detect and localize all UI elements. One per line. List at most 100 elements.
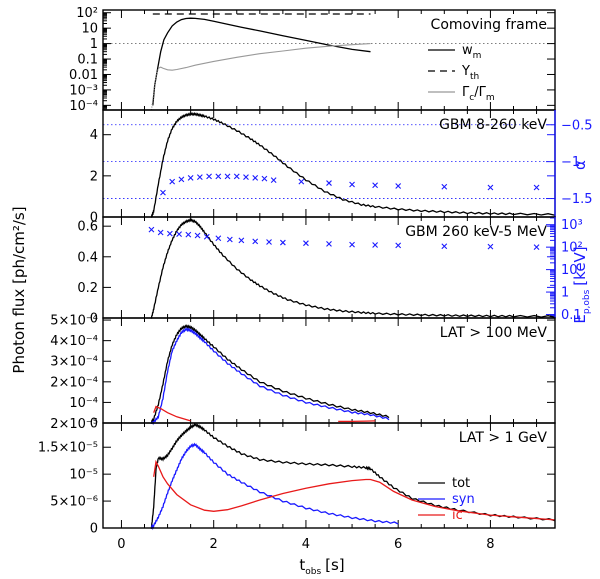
gbm_low-alpha-marker	[349, 181, 355, 188]
gbm_high-E_p,obs-marker	[266, 239, 272, 245]
lat100-series-iclate	[338, 420, 376, 423]
gbm_low-alpha-marker	[206, 173, 212, 180]
comoving-ytick-label: 10⁻³	[69, 83, 98, 98]
lat1-title: LAT > 1 GeV	[459, 430, 548, 446]
x-tick-label: 2	[210, 537, 218, 552]
lat1-ytick-label-top: 2×10⁻⁵	[50, 417, 98, 432]
gbm_low-ytick-label: 4	[90, 128, 98, 143]
gbm_low-alpha-marker	[395, 183, 402, 189]
comoving-ytick-label: 10⁻⁴	[69, 99, 98, 114]
epeak-axis-label: Ep,obs [keV]	[571, 246, 592, 323]
comoving-series-gamma-rise	[150, 68, 159, 111]
lat100-title: LAT > 100 MeV	[440, 325, 548, 341]
gbm_low-alpha-marker	[533, 184, 540, 191]
gbm_high-E_p,obs-marker	[326, 240, 332, 247]
x-axis-label-main: t	[299, 556, 305, 574]
gbm_high-E_p,obs-marker	[441, 243, 448, 250]
gbm_high-E_p,obs-marker	[279, 239, 286, 246]
gbm_low-alpha-marker	[233, 173, 240, 180]
legend-tot-label: tot	[452, 476, 470, 491]
lat1-series-syn	[150, 442, 399, 531]
comoving-series-gamma	[158, 43, 371, 71]
gbm_high-ytick-label: 0	[90, 312, 98, 327]
y-axis-label: Photon flux [ph/cm²/s]	[10, 206, 28, 373]
gbm_high-E_p,obs-marker	[226, 236, 233, 243]
comoving-ytick-label: 1	[90, 37, 98, 52]
gbm_low-right-tick-label: −0.5	[561, 118, 593, 133]
gbm_high-E_p,obs-marker	[252, 238, 259, 245]
legend-ic-label: ic	[452, 508, 463, 523]
gbm_low-alpha-marker	[261, 175, 268, 182]
gbm_low-ytick-label: 0	[90, 211, 98, 226]
panel-lat1: 0 5×10⁻⁶ 10⁻⁵ 1.5×10⁻⁵ 2×10⁻⁵ LAT > 1 GeV	[38, 417, 556, 537]
gbm_high-E_p,obs-marker	[395, 242, 402, 249]
gbm_high-right-tick-label: 10²	[561, 241, 583, 256]
lat1-series-ic	[153, 459, 556, 521]
lat100-ytick-label: 5×10⁻⁴	[50, 314, 98, 329]
lat100-series-syn	[150, 327, 390, 426]
legend-gamma-label: Γc/Γm	[462, 85, 495, 103]
legend-syn-label: syn	[452, 492, 475, 507]
gbm_low-alpha-marker	[178, 176, 185, 183]
gbm_low-alpha-marker	[270, 177, 277, 183]
gbm_low-alpha-marker	[215, 173, 222, 180]
gbm_high-E_p,obs-marker	[185, 231, 192, 238]
panel-gbm_low: 0 2 4 −0.5 −1 −1.5 GBM 8-260 keV	[90, 109, 593, 226]
gbm_low-right-tick-label: −1	[561, 155, 580, 170]
lat1-legend: tot syn ic	[418, 476, 475, 523]
gbm_high-right-tick-label: 10³	[561, 218, 583, 233]
gbm_high-right-tick-label: 1	[561, 286, 569, 301]
gbm_high-E_p,obs-marker	[303, 240, 309, 247]
gbm_high-E_p,obs-marker	[487, 243, 494, 250]
gbm_low-alpha-marker	[224, 173, 231, 180]
gbm_high-right-tick-label: 0.1	[561, 308, 582, 323]
gbm_low-alpha-marker	[441, 183, 448, 190]
comoving-legend: wm Yth Γc/Γm	[428, 43, 495, 103]
gbm_low-right-tick-label: −1.5	[561, 192, 593, 207]
epeak-axis-label-sub: p,obs	[582, 289, 592, 314]
epeak-axis-label-unit: [keV]	[571, 246, 589, 285]
gbm_high-E_p,obs-marker	[238, 237, 245, 244]
gbm_high-E_p,obs-marker	[148, 226, 155, 233]
gbm_low-ytick-label: 2	[90, 169, 98, 184]
gbm_high-E_p,obs-marker	[166, 230, 173, 237]
gbm_low-alpha-marker	[298, 178, 305, 185]
gbm_low-title: GBM 8-260 keV	[439, 117, 547, 133]
x-tick-label: 8	[486, 537, 494, 552]
lat100-ytick-label: 3×10⁻⁴	[50, 355, 98, 370]
gbm_low-alpha-marker	[160, 189, 166, 196]
legend-yth-label: Yth	[461, 64, 479, 82]
gbm_high-ytick-label: 0.6	[77, 220, 98, 235]
comoving-ytick-label: 10	[81, 22, 98, 37]
x-tick-label: 6	[394, 537, 402, 552]
gbm_high-ytick-label: 0.2	[77, 281, 98, 296]
comoving-series-wm	[152, 17, 371, 106]
gbm_high-E_p,obs-marker	[349, 241, 355, 248]
gbm_high-E_p,obs-marker	[215, 235, 222, 242]
gbm_low-alpha-marker	[196, 174, 203, 181]
lat100-series-tot	[150, 324, 390, 425]
x-tick-label: 0	[117, 537, 125, 552]
gbm_high-E_p,obs-marker	[157, 229, 164, 236]
lat1-ytick-label: 1.5×10⁻⁵	[38, 441, 98, 456]
comoving-ytick-label: 0.01	[69, 68, 98, 83]
gbm_low-alpha-marker	[487, 184, 494, 191]
gbm_high-ytick-label: 0.4	[77, 250, 98, 265]
alpha-axis-label: α	[571, 160, 589, 170]
panel-gbm_high: 0 0.2 0.4 0.6 10³ 10² 10 1 0.1 GBM 260 keV-5 MeV	[77, 216, 583, 327]
comoving-ytick-label: 0.1	[77, 53, 98, 68]
x-axis-label-unit: [s]	[325, 556, 345, 574]
gbm_high-E_p,obs-marker	[203, 233, 210, 240]
lat100-ytick-label: 2×10⁻⁴	[50, 375, 98, 390]
gbm_low-alpha-marker	[169, 178, 176, 185]
comoving-title: Comoving frame	[431, 17, 547, 33]
gbm_high-E_p,obs-marker	[194, 232, 201, 239]
gbm_high-E_p,obs-marker	[176, 231, 182, 238]
panel-lat100: 0 10⁻⁴ 2×10⁻⁴ 3×10⁻⁴ 4×10⁻⁴ 5×10⁻⁴ LAT > 100 M…	[50, 314, 556, 432]
gbm_low-series-flux	[150, 112, 556, 218]
gbm_low-alpha-marker	[326, 180, 332, 186]
x-tick-label: 4	[302, 537, 310, 552]
gbm_high-title: GBM 260 keV-5 MeV	[405, 224, 547, 240]
